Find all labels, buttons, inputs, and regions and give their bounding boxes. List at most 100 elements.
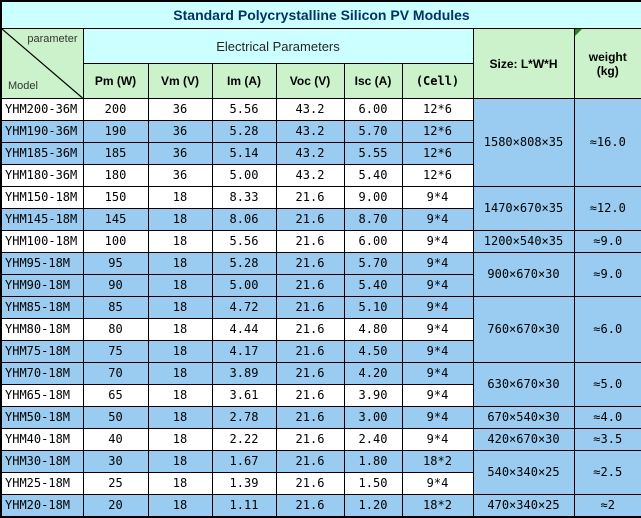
cell-isc: 5.70	[343, 251, 403, 275]
cell-isc: 6.00	[343, 98, 403, 121]
cell-voc: 21.6	[275, 251, 345, 275]
cell-model: YHM90-18M	[0, 273, 84, 297]
cell-model: YHM150-18M	[0, 185, 84, 209]
column-header-pm: Pm (W)	[82, 63, 149, 99]
column-header-vm: Vm (V)	[147, 63, 213, 99]
cell-vm: 18	[147, 493, 213, 518]
cell-isc: 1.20	[343, 493, 403, 518]
electrical-parameters-header: Electrical Parameters	[82, 28, 474, 64]
cell-im: 8.06	[211, 207, 277, 231]
cell-model: YHM25-18M	[0, 471, 84, 495]
table-row: YHM95-18M 95 18 5.28 21.6 5.70 9*4 900×670×30 ≈9…	[0, 251, 641, 297]
cell-cell: 9*4	[401, 339, 474, 363]
cell-vm: 36	[147, 119, 213, 143]
size-column-header: Size: L*W*H	[472, 28, 575, 99]
cell-im: 5.28	[211, 119, 277, 143]
table-row: YHM150-18M 150 18 8.33 21.6 9.00 9*4 1470×670×3…	[0, 185, 641, 231]
cell-voc: 43.2	[275, 98, 345, 121]
cell-weight: ≈12.0	[573, 185, 641, 231]
cell-voc: 21.6	[275, 361, 345, 385]
cell-weight: ≈16.0	[573, 98, 641, 187]
cell-cell: 12*6	[401, 119, 474, 143]
cell-size: 760×670×30	[472, 295, 575, 363]
cell-voc: 21.6	[275, 383, 345, 407]
cell-voc: 21.6	[275, 229, 345, 253]
cell-size: 420×670×30	[472, 427, 575, 451]
cell-vm: 18	[147, 251, 213, 275]
table-row: YHM65-18M 65 18 3.61 21.6 3.90 9*4	[0, 383, 641, 407]
cell-pm: 20	[82, 493, 149, 518]
weight-column-header: weight (kg)	[573, 28, 641, 99]
cell-model: YHM145-18M	[0, 207, 84, 231]
corner-label-model: Model	[8, 80, 38, 92]
cell-im: 3.89	[211, 361, 277, 385]
cell-model: YHM95-18M	[0, 251, 84, 275]
cell-vm: 18	[147, 449, 213, 473]
page-title: Standard Polycrystalline Silicon PV Modu…	[0, 0, 641, 29]
weight-label-line1: weight	[588, 49, 627, 64]
cell-isc: 6.00	[343, 229, 403, 253]
cell-pm: 50	[82, 405, 149, 429]
cell-pm: 150	[82, 185, 149, 209]
table-row: YHM20-18M 20 18 1.11 21.6 1.20 18*2 470×340×25 ≈…	[0, 493, 641, 518]
diagonal-divider	[2, 29, 82, 98]
cell-voc: 21.6	[275, 273, 345, 297]
table-row: YHM70-18M 70 18 3.89 21.6 4.20 9*4 630×670×30 ≈5…	[0, 361, 641, 407]
column-header-cell: (Cell)	[401, 63, 474, 99]
cell-vm: 36	[147, 98, 213, 121]
cell-isc: 8.70	[343, 207, 403, 231]
cell-weight: ≈4.0	[573, 405, 641, 429]
cell-cell: 9*4	[401, 361, 474, 385]
weight-label-line2: (kg)	[596, 63, 619, 78]
cell-isc: 1.50	[343, 471, 403, 495]
cell-im: 5.00	[211, 273, 277, 297]
cell-voc: 21.6	[275, 449, 345, 473]
table-row: YHM30-18M 30 18 1.67 21.6 1.80 18*2 540×340×25 ≈…	[0, 449, 641, 495]
cell-voc: 21.6	[275, 317, 345, 341]
cell-im: 3.61	[211, 383, 277, 407]
cell-cell: 9*4	[401, 251, 474, 275]
cell-im: 1.11	[211, 493, 277, 518]
cell-im: 4.72	[211, 295, 277, 319]
cell-pm: 90	[82, 273, 149, 297]
cell-im: 1.39	[211, 471, 277, 495]
cell-model: YHM180-36M	[0, 163, 84, 187]
cell-cell: 9*4	[401, 185, 474, 209]
cell-pm: 70	[82, 361, 149, 385]
cell-voc: 21.6	[275, 295, 345, 319]
cell-model: YHM85-18M	[0, 295, 84, 319]
cell-size: 470×340×25	[472, 493, 575, 518]
cell-pm: 40	[82, 427, 149, 451]
cell-size: 900×670×30	[472, 251, 575, 297]
cell-cell: 18*2	[401, 449, 474, 473]
cell-voc: 21.6	[275, 185, 345, 209]
column-header-voc: Voc (V)	[275, 63, 345, 99]
cell-cell: 9*4	[401, 273, 474, 297]
cell-weight: ≈2	[573, 493, 641, 518]
cell-model: YHM75-18M	[0, 339, 84, 363]
cell-model: YHM30-18M	[0, 449, 84, 473]
cell-im: 8.33	[211, 185, 277, 209]
cell-cell: 9*4	[401, 405, 474, 429]
cell-size: 1200×540×35	[472, 229, 575, 253]
cell-pm: 75	[82, 339, 149, 363]
cell-vm: 18	[147, 405, 213, 429]
corner-label-parameter: parameter	[27, 33, 78, 45]
cell-pm: 85	[82, 295, 149, 319]
cell-vm: 18	[147, 361, 213, 385]
table-row: YHM80-18M 80 18 4.44 21.6 4.80 9*4	[0, 317, 641, 341]
cell-model: YHM65-18M	[0, 383, 84, 407]
cell-pm: 180	[82, 163, 149, 187]
cell-isc: 5.70	[343, 119, 403, 143]
cell-isc: 5.40	[343, 273, 403, 297]
cell-cell: 12*6	[401, 141, 474, 165]
title-row: Standard Polycrystalline Silicon PV Modu…	[0, 0, 641, 29]
cell-cell: 9*4	[401, 207, 474, 231]
cell-isc: 3.90	[343, 383, 403, 407]
cell-im: 4.17	[211, 339, 277, 363]
cell-size: 670×540×30	[472, 405, 575, 429]
table-row: YHM190-36M 190 36 5.28 43.2 5.70 12*6	[0, 119, 641, 143]
table-row: YHM25-18M 25 18 1.39 21.6 1.50 9*4	[0, 471, 641, 495]
cell-model: YHM100-18M	[0, 229, 84, 253]
column-header-im: Im (A)	[211, 63, 277, 99]
